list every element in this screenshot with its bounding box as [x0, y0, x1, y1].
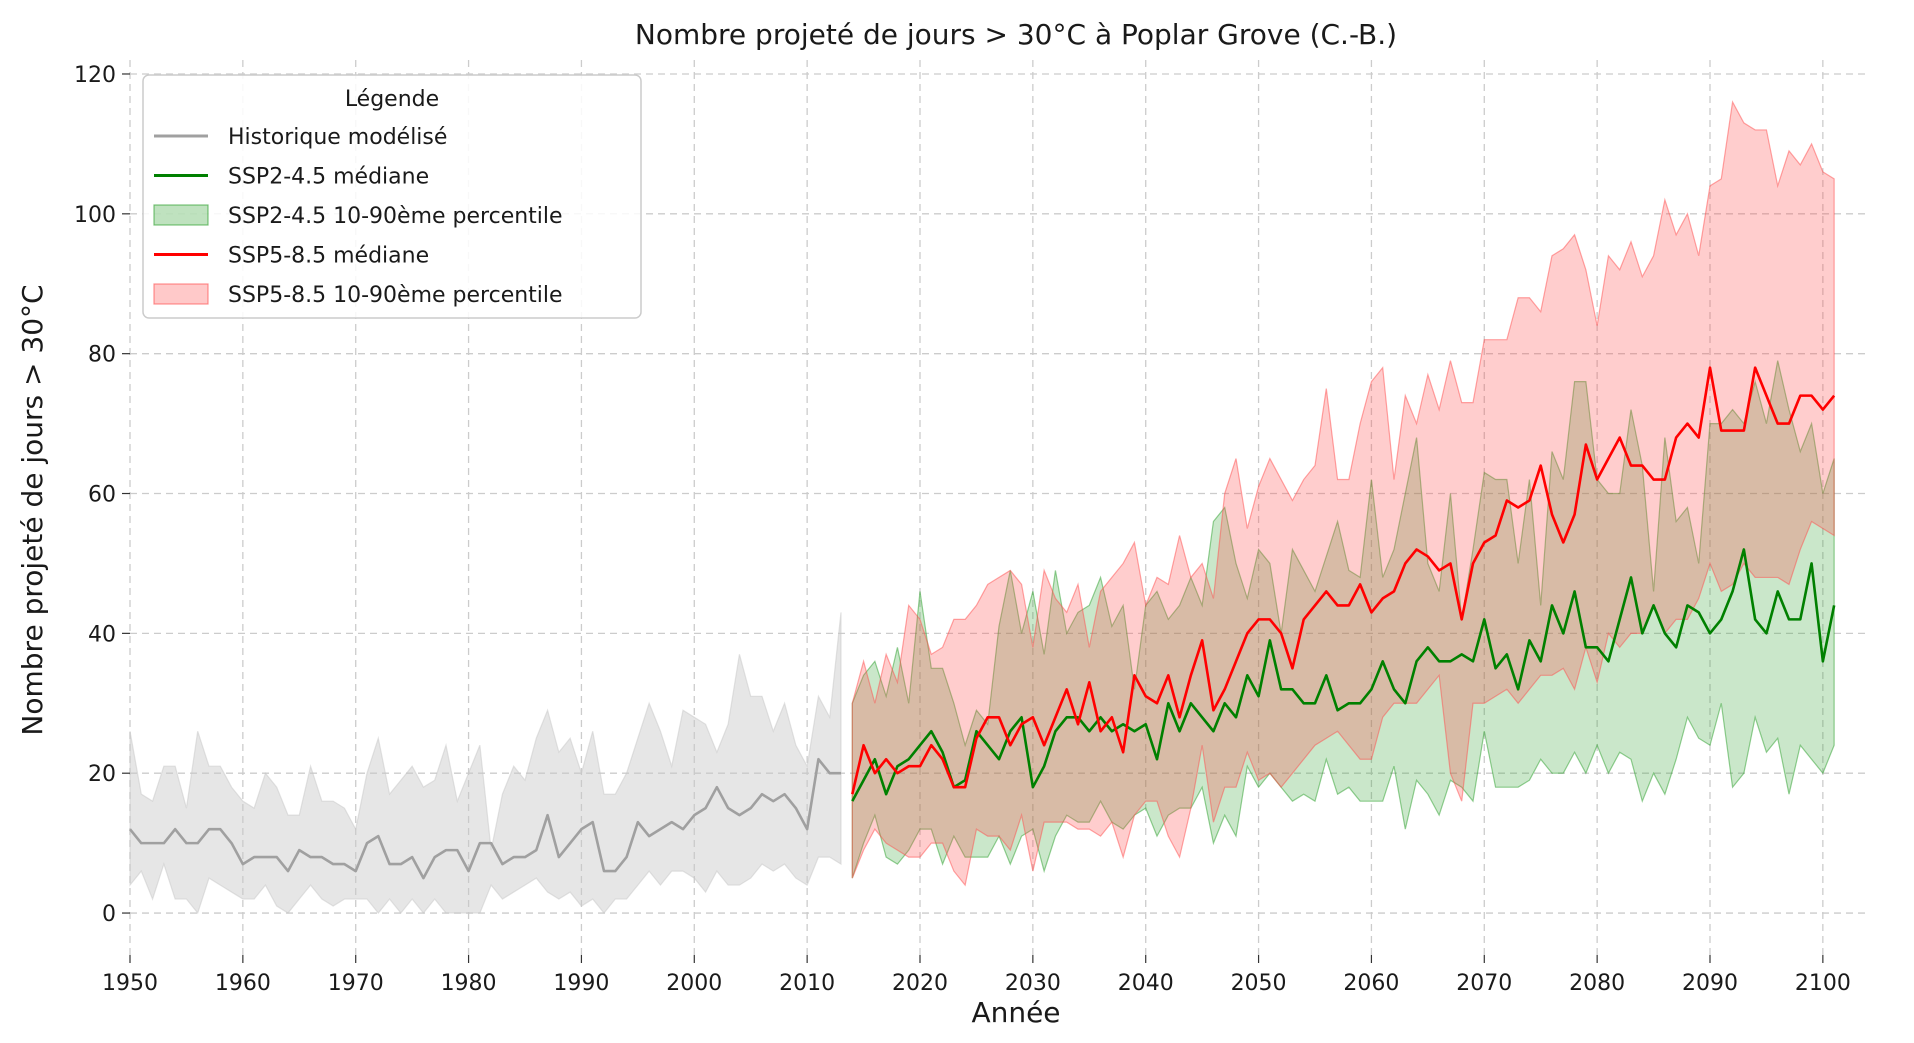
y-tick-label: 60 [88, 483, 116, 508]
x-tick-label: 2000 [666, 971, 722, 996]
x-tick-label: 1980 [441, 971, 497, 996]
chart-title: Nombre projeté de jours > 30°C à Poplar … [635, 18, 1397, 51]
legend-swatch-band [153, 283, 209, 305]
legend-entry-label: SSP5-8.5 médiane [228, 244, 429, 269]
y-grid [130, 73, 1868, 914]
x-tick-label: 2010 [779, 971, 835, 996]
y-tick-label: 80 [88, 343, 116, 368]
x-tick-label: 2030 [1005, 971, 1061, 996]
x-grid [129, 60, 1824, 955]
x-axis-label: Année [971, 996, 1060, 1029]
legend-entry-label: SSP2-4.5 10-90ème percentile [228, 204, 563, 229]
y-ticks: 0 20 40 60 80 100 120 [74, 63, 130, 927]
legend-entry-label: SSP2-4.5 médiane [228, 165, 429, 190]
median-line [128, 757, 841, 880]
legend-entry-label: Historique modélisé [228, 125, 447, 150]
x-tick-label: 1950 [102, 971, 158, 996]
y-tick-label: 120 [74, 63, 116, 88]
legend-entry-label: SSP5-8.5 10-90ème percentile [228, 283, 563, 308]
median-line [851, 548, 1836, 802]
plot-lines [128, 366, 1836, 880]
x-tick-label: 2040 [1118, 971, 1174, 996]
legend-box [142, 74, 642, 319]
x-tick-label: 1960 [215, 971, 271, 996]
legend: Légende Historique modélisé SSP2-4.5 médi… [142, 74, 642, 319]
y-tick-label: 0 [102, 902, 116, 927]
x-tick-label: 2020 [892, 971, 948, 996]
x-tick-label: 2050 [1231, 971, 1287, 996]
x-ticks: 1950 1960 1970 1980 1990 2000 2010 2020 2030 2040… [102, 955, 1851, 996]
y-tick-label: 100 [74, 203, 116, 228]
legend-swatch-band [153, 204, 209, 226]
y-tick-label: 20 [88, 762, 116, 787]
plot-bands [129, 100, 1835, 915]
legend-title: Légende [345, 87, 439, 112]
x-tick-label: 2080 [1569, 971, 1625, 996]
percentile-band [851, 100, 1835, 887]
x-tick-label: 2100 [1795, 971, 1851, 996]
median-line [851, 366, 1836, 795]
y-tick-label: 40 [88, 622, 116, 647]
x-tick-label: 2060 [1343, 971, 1399, 996]
percentile-band [851, 360, 1835, 879]
y-axis-label: Nombre projeté de jours > 30°C [16, 284, 49, 735]
x-tick-label: 2070 [1456, 971, 1512, 996]
x-tick-label: 1970 [328, 971, 384, 996]
x-tick-label: 2090 [1682, 971, 1738, 996]
percentile-band [129, 612, 842, 915]
x-tick-label: 1990 [553, 971, 609, 996]
